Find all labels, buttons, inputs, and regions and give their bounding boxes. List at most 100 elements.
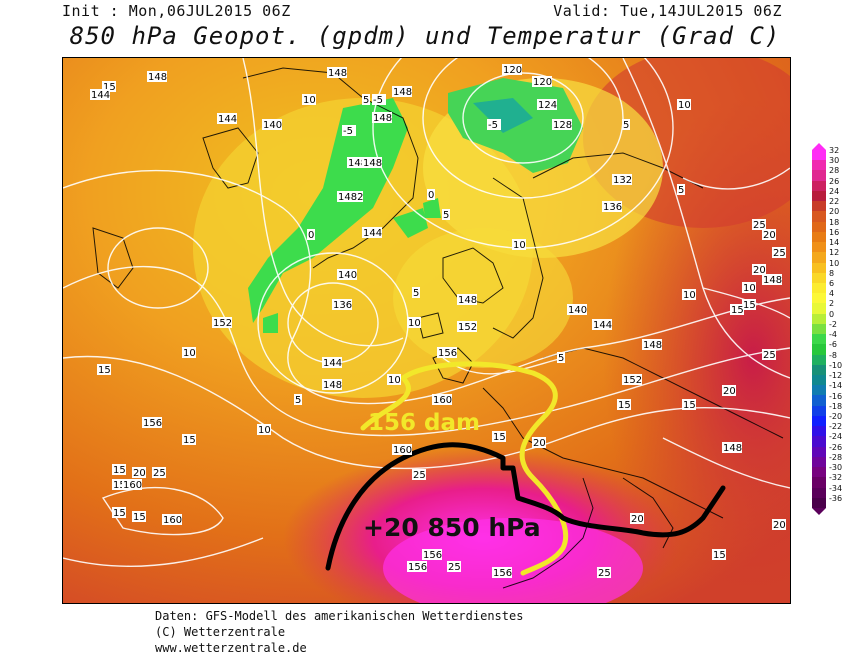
contour-value-label: 15 <box>98 365 111 376</box>
contour-value-label: 136 <box>333 300 352 311</box>
cold-pool-tiny <box>263 313 278 333</box>
color-scale-swatch <box>812 467 826 478</box>
color-scale-swatch <box>812 150 826 161</box>
contour-label-box <box>772 519 786 530</box>
color-scale-label: -28 <box>829 452 843 462</box>
contour-label-box <box>772 247 786 258</box>
contour-value-label: 120 <box>533 77 552 88</box>
contour-label-box <box>97 364 111 375</box>
contour-value-label: 15 <box>743 300 756 311</box>
contour-value-label: 5 <box>443 210 449 221</box>
color-scale-label: 16 <box>829 227 840 237</box>
contour-label-box <box>537 99 557 110</box>
contour-value-label: 5 <box>558 353 564 364</box>
contour-value-label: 15 <box>103 82 116 93</box>
contour-label-box <box>112 479 126 490</box>
contour-label-box <box>372 112 392 123</box>
color-scale-swatch <box>812 385 826 396</box>
color-scale-label: 12 <box>829 248 840 258</box>
contour-value-label: 10 <box>303 95 316 106</box>
contour-label-box <box>597 567 611 578</box>
color-scale-label: -12 <box>829 371 843 381</box>
contour-label-box <box>387 374 401 385</box>
contour-label-box <box>407 317 421 328</box>
contour-label-box <box>712 549 726 560</box>
contour-label-box <box>337 269 357 280</box>
contour-value-label: 148 <box>643 340 662 351</box>
contour-value-label: 132 <box>613 175 632 186</box>
contour-label-box <box>752 264 766 275</box>
cold-core-north <box>473 98 533 133</box>
color-scale-swatch <box>812 252 826 263</box>
contour-value-label: 156 <box>423 550 442 561</box>
contour-label-box <box>622 119 630 130</box>
contour-value-label: 148 <box>373 113 392 124</box>
color-scale-swatch <box>812 170 826 182</box>
color-scale-label: -16 <box>829 391 843 401</box>
color-scale-swatch <box>812 272 826 284</box>
contour-label-box <box>337 191 363 202</box>
contour-label-box <box>322 379 342 390</box>
contour-value-label: 144 <box>218 114 237 125</box>
map-title: 850 hPa Geopot. (gpdm) und Temperatur (G… <box>69 22 781 50</box>
contour-value-label: 25 <box>598 568 611 579</box>
color-scale-label: 32 <box>829 146 840 155</box>
contour-value-label: 10 <box>678 100 691 111</box>
color-scale-label: -36 <box>829 493 843 503</box>
contour-value-label: 15 <box>713 550 726 561</box>
contour-value-label: 144 <box>323 358 342 369</box>
color-scale-swatch <box>812 405 826 417</box>
color-scale-label: 4 <box>829 289 835 299</box>
contour-value-label: 152 <box>458 322 477 333</box>
color-scale-swatch <box>812 456 826 468</box>
color-scale-swatch <box>812 344 826 356</box>
cool-zone-baltic <box>393 228 573 368</box>
footer-website-link[interactable]: www.wetterzentrale.de <box>155 641 307 655</box>
contour-value-label: 0 <box>308 230 314 241</box>
color-scale-label: -2 <box>829 319 837 329</box>
contour-value-label: 20 <box>763 230 776 241</box>
color-scale-label: -10 <box>829 360 843 370</box>
contour-value-label: 15 <box>113 508 126 519</box>
color-scale-swatch <box>812 242 826 253</box>
contour-label-box <box>372 94 386 105</box>
contour-value-label: 148 <box>763 275 782 286</box>
contour-label-box <box>602 201 622 212</box>
contour-label-box <box>630 513 644 524</box>
contour-value-label: 144 <box>363 228 382 239</box>
color-scale-label: 2 <box>829 299 835 309</box>
contour-value-label: 148 <box>348 158 367 169</box>
color-scale-top-arrow <box>812 143 826 150</box>
color-scale-label: 14 <box>829 238 840 248</box>
contour-value-label: 136 <box>603 202 622 213</box>
contour-label-box <box>152 467 166 478</box>
weather-map[interactable]: 156 dam +20 850 hPa 15 144 148 144 140 10 5 148… <box>62 57 791 604</box>
contour-label-box <box>442 209 450 220</box>
contour-label-box <box>217 113 237 124</box>
contour-value-label: 10 <box>683 290 696 301</box>
color-scale-swatch <box>812 426 826 437</box>
color-scale-label: -4 <box>829 330 837 340</box>
color-scale-swatch <box>812 303 826 315</box>
contour-value-label: 1482 <box>338 192 363 203</box>
contour-label-box <box>327 67 347 78</box>
contour-value-label: 25 <box>773 248 786 259</box>
contour-value-label: -5 <box>343 126 353 137</box>
contour-label-box <box>762 229 776 240</box>
color-scale <box>812 150 826 509</box>
contour-value-label: 120 <box>503 65 522 76</box>
contour-label-box <box>122 479 142 490</box>
color-scale-label: 10 <box>829 258 840 268</box>
contour-value-label: 160 <box>393 445 412 456</box>
contour-label-box <box>722 442 742 453</box>
contour-value-label: 20 <box>133 468 146 479</box>
contour-value-label: 148 <box>723 443 742 454</box>
contour-label-box <box>362 227 382 238</box>
contour-value-label: 20 <box>533 438 546 449</box>
contour-label-box <box>362 94 370 105</box>
color-scale-label: 24 <box>829 186 840 196</box>
color-scale-label: -6 <box>829 340 837 350</box>
color-scale-swatch <box>812 190 826 202</box>
color-scale-swatch <box>812 477 826 489</box>
contour-label-box <box>182 434 196 445</box>
